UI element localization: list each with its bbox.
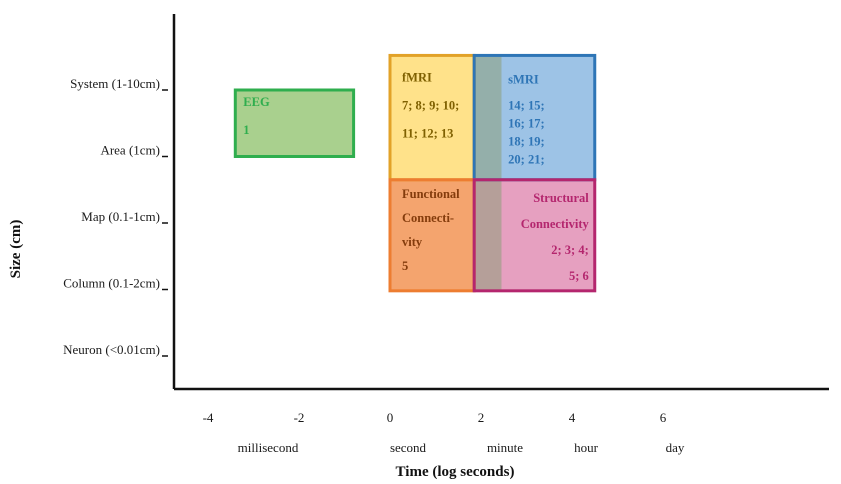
regions-layer xyxy=(233,53,597,293)
region-structural-connectivity-label-0: Structural xyxy=(533,191,589,205)
x-unit-label-minute: minute xyxy=(487,440,523,455)
y-level-label-5: System (1-10cm) xyxy=(70,76,160,91)
region-functional-connectivity-label-3: 5 xyxy=(402,259,408,273)
labels-layer: EEG 1 fMRI 7; 8; 9; 10; 11; 12; 13 sMRI 14; 15… xyxy=(63,70,685,455)
region-eeg-label-1: 1 xyxy=(243,123,249,137)
y-level-label-3: Map (0.1-1cm) xyxy=(81,209,160,224)
x-unit-label-day: day xyxy=(666,440,685,455)
y-level-label-4: Area (1cm) xyxy=(100,143,160,158)
axes-layer xyxy=(172,14,829,391)
region-structural-connectivity-label-2: 2; 3; 4; xyxy=(551,243,589,257)
y-level-label-1: Neuron (<0.01cm) xyxy=(63,342,160,357)
x-unit-label-millisecond: millisecond xyxy=(238,440,299,455)
region-smri-label-3: 18; 19; xyxy=(508,134,544,148)
x-tick-label-2: 2 xyxy=(478,410,485,425)
region-smri-label-4: 20; 21; xyxy=(508,152,544,166)
region-structural-connectivity-label-1: Connectivity xyxy=(521,217,590,231)
region-fmri-label-2: 11; 12; 13 xyxy=(402,126,453,140)
region-structural-connectivity-label-3: 5; 6 xyxy=(569,269,589,283)
region-fmri-label-1: 7; 8; 9; 10; xyxy=(402,98,459,112)
y-level-label-2: Column (0.1-2cm) xyxy=(63,276,160,291)
region-eeg-fill xyxy=(235,90,354,157)
region-functional-connectivity-label-1: Connecti- xyxy=(402,211,454,225)
region-smri-label-0: sMRI xyxy=(508,72,539,86)
region-eeg-border xyxy=(233,88,356,158)
x-tick-label-4: 4 xyxy=(569,410,576,425)
x-tick-label-6: 6 xyxy=(660,410,667,425)
region-functional-connectivity-label-2: vity xyxy=(402,235,423,249)
region-structural-connectivity-border xyxy=(472,178,597,293)
region-fmri-fill xyxy=(390,55,475,180)
region-smri-label-2: 16; 17; xyxy=(508,116,544,130)
region-smri-label-1: 14; 15; xyxy=(508,98,544,112)
region-functional-connectivity-label-0: Functional xyxy=(402,187,460,201)
region-eeg-label-0: EEG xyxy=(243,95,270,109)
x-tick-label-neg2: -2 xyxy=(294,410,305,425)
x-tick-label-0: 0 xyxy=(387,410,394,425)
x-unit-label-hour: hour xyxy=(574,440,599,455)
y-axis-title: Size (cm) xyxy=(8,220,24,279)
x-tick-label-neg4: -4 xyxy=(203,410,214,425)
overlap-strip xyxy=(474,55,502,291)
x-unit-label-second: second xyxy=(390,440,427,455)
x-axis-title: Time (log seconds) xyxy=(396,464,515,480)
region-functional-connectivity-fill xyxy=(390,179,475,291)
region-fmri-label-0: fMRI xyxy=(402,70,432,84)
